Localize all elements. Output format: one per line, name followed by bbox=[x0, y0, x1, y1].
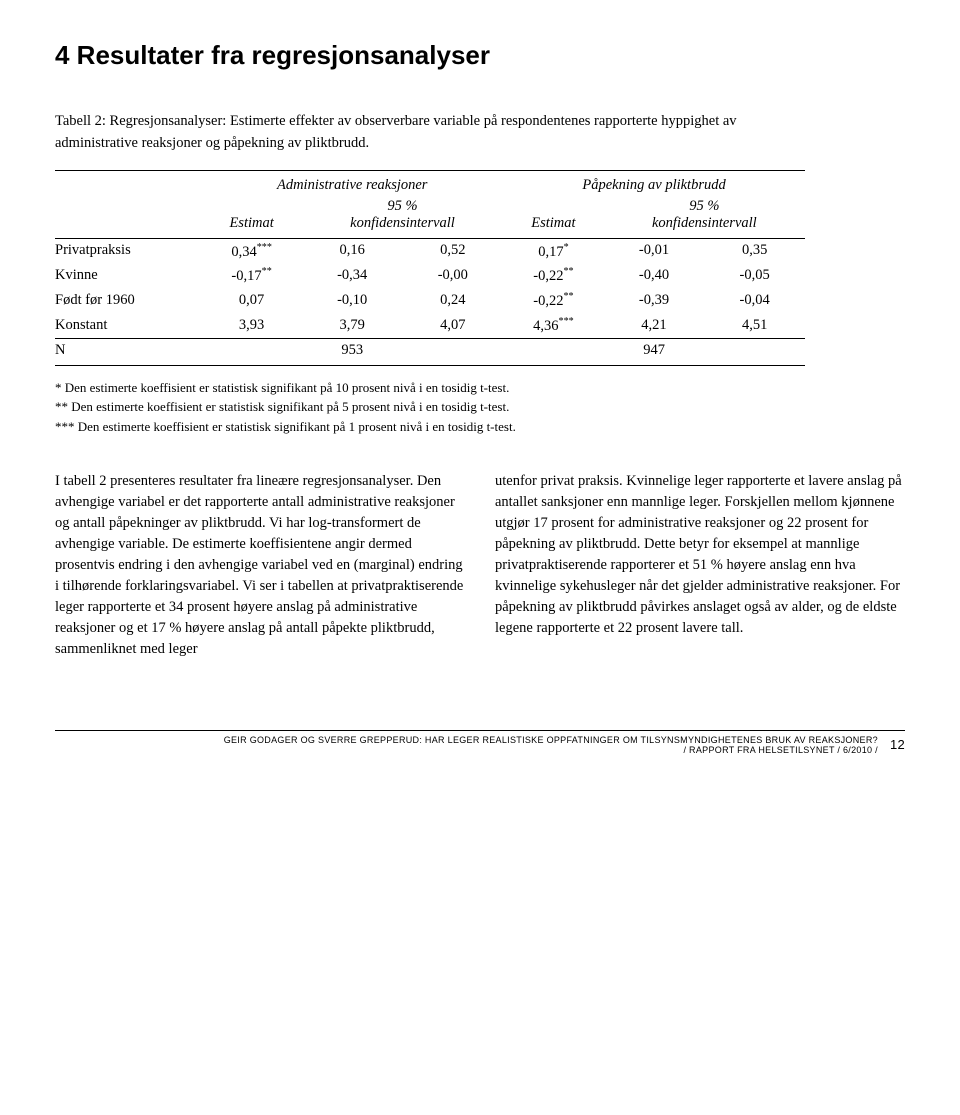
footer-line-1: GEIR GODAGER OG SVERRE GREPPERUD: HAR LE… bbox=[55, 735, 878, 745]
cell-p-hi: 4,51 bbox=[704, 313, 805, 338]
cell-a-hi: -0,00 bbox=[402, 263, 503, 288]
group-header-admin: Administrative reaksjoner bbox=[201, 170, 503, 195]
cell-a-lo: 0,16 bbox=[302, 238, 403, 263]
subheader-ci-p: 95 %konfidensintervall bbox=[604, 195, 805, 239]
cell-a-est: 0,07 bbox=[201, 288, 302, 313]
cell-a-est: 0,34*** bbox=[201, 238, 302, 263]
subheader-estimat-p: Estimat bbox=[503, 195, 604, 239]
cell-p-est: 0,17* bbox=[503, 238, 604, 263]
page-footer: GEIR GODAGER OG SVERRE GREPPERUD: HAR LE… bbox=[55, 730, 905, 755]
subheader-estimat-a: Estimat bbox=[201, 195, 302, 239]
cell-p-lo: 4,21 bbox=[604, 313, 705, 338]
cell-p-hi: -0,04 bbox=[704, 288, 805, 313]
cell-p-hi: 0,35 bbox=[704, 238, 805, 263]
group-header-plikt: Påpekning av pliktbrudd bbox=[503, 170, 805, 195]
cell-a-est: -0,17** bbox=[201, 263, 302, 288]
regression-table: Administrative reaksjoner Påpekning av p… bbox=[55, 170, 805, 366]
table-caption: Tabell 2: Regresjonsanalyser: Estimerte … bbox=[55, 111, 815, 155]
cell-p-est: -0,22** bbox=[503, 263, 604, 288]
cell-a-hi: 0,52 bbox=[402, 238, 503, 263]
page-heading: 4 Resultater fra regresjonsanalyser bbox=[55, 40, 905, 71]
cell-p-hi: -0,05 bbox=[704, 263, 805, 288]
cell-a-lo: -0,34 bbox=[302, 263, 403, 288]
row-label: Privatpraksis bbox=[55, 238, 201, 263]
footnote-1: * Den estimerte koeffisient er statistis… bbox=[55, 378, 905, 398]
table-footnotes: * Den estimerte koeffisient er statistis… bbox=[55, 378, 905, 437]
footnote-2: ** Den estimerte koeffisient er statisti… bbox=[55, 397, 905, 417]
row-label: Født før 1960 bbox=[55, 288, 201, 313]
cell-p-est: -0,22** bbox=[503, 288, 604, 313]
cell-a-est: 3,93 bbox=[201, 313, 302, 338]
body-col-2: utenfor privat praksis. Kvinnelige leger… bbox=[495, 471, 905, 660]
cell-p-est: 4,36*** bbox=[503, 313, 604, 338]
table-row: Kvinne-0,17**-0,34-0,00-0,22**-0,40-0,05 bbox=[55, 263, 805, 288]
cell-a-hi: 0,24 bbox=[402, 288, 503, 313]
cell-p-lo: -0,39 bbox=[604, 288, 705, 313]
row-label: Kvinne bbox=[55, 263, 201, 288]
cell-a-hi: 4,07 bbox=[402, 313, 503, 338]
table-row: Privatpraksis0,34***0,160,520,17*-0,010,… bbox=[55, 238, 805, 263]
cell-a-lo: 3,79 bbox=[302, 313, 403, 338]
footer-line-2: / RAPPORT FRA HELSETILSYNET / 6/2010 / bbox=[55, 745, 878, 755]
cell-a-lo: -0,10 bbox=[302, 288, 403, 313]
page-number: 12 bbox=[878, 735, 905, 752]
row-label: Konstant bbox=[55, 313, 201, 338]
table-row: Født før 19600,07-0,100,24-0,22**-0,39-0… bbox=[55, 288, 805, 313]
body-columns: I tabell 2 presenteres resultater fra li… bbox=[55, 471, 905, 660]
subheader-ci-a: 95 %konfidensintervall bbox=[302, 195, 503, 239]
cell-p-lo: -0,01 bbox=[604, 238, 705, 263]
table-row: Konstant3,933,794,074,36***4,214,51 bbox=[55, 313, 805, 338]
n-plikt: 947 bbox=[503, 338, 805, 365]
body-col-1: I tabell 2 presenteres resultater fra li… bbox=[55, 471, 465, 660]
footnote-3: *** Den estimerte koeffisient er statist… bbox=[55, 417, 905, 437]
cell-p-lo: -0,40 bbox=[604, 263, 705, 288]
n-row-label: N bbox=[55, 338, 201, 365]
n-admin: 953 bbox=[201, 338, 503, 365]
